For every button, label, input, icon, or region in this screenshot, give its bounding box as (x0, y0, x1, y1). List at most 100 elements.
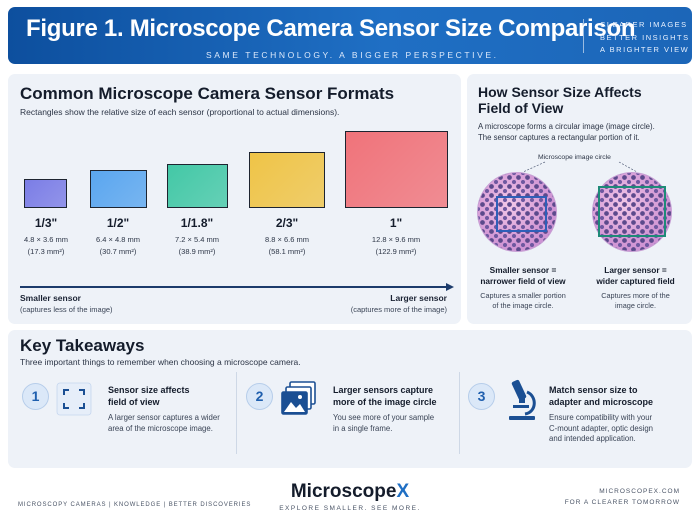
takeaways-heading: Key Takeaways (20, 336, 145, 355)
axis-left-note: (captures less of the image) (20, 305, 113, 314)
fov-heading-line: How Sensor Size Affects (478, 84, 642, 100)
fov-heading-line: Field of View (478, 100, 564, 116)
small-sensor-note-line: of the image circle. (492, 301, 554, 310)
takeaway-divider (459, 372, 460, 454)
sensor-rect-1-2 (90, 170, 147, 208)
footer-site: MICROSCOPEX.COM FOR A CLEARER TOMORROW (565, 486, 680, 508)
takeaway-title: Sensor size affects field of view (108, 385, 238, 408)
small-sensor-title: Smaller sensor = narrower field of view (467, 265, 579, 287)
takeaway-description-line: in a single frame. (333, 423, 393, 433)
takeaway-description-line: C-mount adapter, optic design (549, 423, 654, 433)
takeaway-title-line: adapter and microscope (549, 396, 654, 407)
small-sensor-frame (496, 196, 547, 232)
site-tagline: FOR A CLEARER TOMORROW (564, 499, 680, 506)
sensor-dimensions: 6.4 × 4.8 mm (96, 235, 140, 244)
sensor-dimensions: 12.8 × 9.6 mm (371, 235, 421, 244)
large-sensor-note-line: image circle. (615, 301, 656, 310)
image-circle-small-sensor (477, 172, 557, 252)
size-axis-arrow (20, 286, 450, 288)
large-sensor-title-line: wider captured field (596, 276, 675, 286)
sensor-label: 1" (389, 216, 403, 230)
slogan-line: A BRIGHTER VIEW (600, 45, 690, 54)
fov-description-line: A microscope forms a circular image (ima… (478, 122, 655, 131)
header-slogan: CLEARER IMAGES BETTER INSIGHTS A BRIGHTE… (600, 19, 696, 57)
sensor-label: 1/2" (106, 216, 130, 230)
brand-x: X (396, 481, 410, 502)
brand-logo: MicroscopeX (275, 481, 425, 503)
footer-categories: MICROSCOPY CAMERAS | KNOWLEDGE | BETTER … (18, 502, 252, 508)
sensor-rect-1-3 (24, 179, 67, 208)
page-title: Figure 1. Microscope Camera Sensor Size … (26, 15, 636, 42)
takeaway-title-line: more of the image circle (333, 396, 437, 407)
sensor-label: 1/1.8" (180, 216, 214, 230)
brand-tagline: EXPLORE SMALLER. SEE MORE. (279, 505, 421, 512)
header-banner: Figure 1. Microscope Camera Sensor Size … (8, 7, 692, 64)
arrow-head-icon (446, 282, 454, 291)
sensor-formats-panel: Common Microscope Camera Sensor Formats … (8, 74, 461, 324)
takeaways-description: Three important things to remember when … (20, 357, 301, 367)
takeaway-title: Larger sensors capture more of the image… (333, 385, 458, 408)
fov-heading: How Sensor Size Affects Field of View (478, 84, 642, 116)
sensor-rect-2-3 (249, 152, 325, 208)
sensor-area: (58.1 mm²) (268, 247, 306, 256)
takeaway-title-line: Sensor size affects (108, 385, 190, 395)
formats-heading: Common Microscope Camera Sensor Formats (20, 84, 395, 103)
takeaway-description: You see more of your sample in a single … (333, 413, 458, 434)
pointer-line (522, 161, 546, 173)
takeaway-description: Ensure compatibility with your C-mount a… (549, 413, 689, 445)
axis-right-note: (captures more of the image) (350, 305, 447, 314)
takeaway-description-line: and intended application. (549, 434, 636, 443)
large-sensor-title-line: Larger sensor = (604, 265, 667, 275)
takeaway-description-line: area of the microscope image. (108, 423, 213, 433)
large-sensor-title: Larger sensor = wider captured field (579, 265, 692, 287)
axis-right-title: Larger sensor (390, 293, 447, 303)
microscope-icon (509, 379, 536, 420)
small-sensor-title-line: Smaller sensor = (489, 265, 557, 275)
takeaway-number: 3 (468, 383, 495, 410)
frame-corners-icon (56, 382, 92, 416)
sensor-area: (17.3 mm²) (27, 247, 65, 256)
takeaway-description-line: Ensure compatibility with your (549, 413, 653, 422)
slogan-line: CLEARER IMAGES (600, 20, 688, 29)
sensor-area: (30.7 mm²) (99, 247, 137, 256)
takeaway-description: A larger sensor captures a wider area of… (108, 413, 238, 434)
axis-left-title: Smaller sensor (20, 293, 81, 303)
image-circle-label: Microscope image circle (538, 154, 611, 161)
field-of-view-panel: How Sensor Size Affects Field of View A … (467, 74, 692, 324)
fov-description-line: The sensor captures a rectangular portio… (478, 132, 640, 142)
sensor-label: 2/3" (275, 216, 299, 230)
takeaway-title-line: Larger sensors capture (333, 385, 434, 395)
sensor-rect-1-1-8 (167, 164, 228, 208)
takeaway-description-line: A larger sensor captures a wider (108, 413, 220, 422)
slogan-line: BETTER INSIGHTS (600, 32, 690, 42)
takeaway-description-line: You see more of your sample (333, 413, 435, 422)
sensor-dimensions: 7.2 × 5.4 mm (175, 235, 219, 244)
site-link[interactable]: MICROSCOPEX.COM (599, 488, 680, 495)
stacked-images-icon (281, 381, 316, 415)
small-sensor-title-line: narrower field of view (480, 276, 566, 286)
header-divider (583, 19, 584, 53)
key-takeaways-panel: Key Takeaways Three important things to … (8, 330, 692, 468)
takeaway-title-line: field of view (108, 396, 160, 407)
header-subtitle: SAME TECHNOLOGY. A BIGGER PERSPECTIVE. (206, 50, 499, 60)
large-sensor-frame (598, 186, 666, 237)
sensor-dimensions: 8.8 × 6.6 mm (265, 235, 309, 244)
large-sensor-note-line: Captures more of the (601, 291, 670, 300)
sensor-rect-1 (345, 131, 448, 208)
sensor-area: (122.9 mm²) (375, 247, 417, 256)
circle-pointer-lines (522, 161, 638, 173)
pointer-line (618, 161, 638, 173)
takeaway-number: 2 (246, 383, 273, 410)
takeaway-title-line: Match sensor size to (549, 385, 638, 395)
large-sensor-note: Captures more of the image circle. (579, 291, 692, 311)
brand-name: Microscope (290, 481, 397, 502)
sensor-label: 1/3" (34, 216, 58, 230)
takeaway-divider (236, 372, 237, 454)
small-sensor-note-line: Captures a smaller portion (480, 291, 566, 300)
formats-description: Rectangles show the relative size of eac… (20, 107, 340, 117)
takeaway-number: 1 (22, 383, 49, 410)
fov-description: A microscope forms a circular image (ima… (478, 122, 655, 143)
sensor-area: (38.9 mm²) (178, 247, 216, 256)
sensor-dimensions: 4.8 × 3.6 mm (24, 235, 68, 244)
small-sensor-note: Captures a smaller portion of the image … (467, 291, 579, 311)
